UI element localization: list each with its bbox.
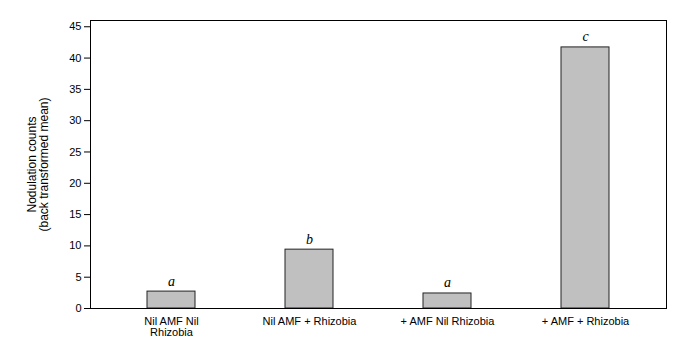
svg-text:Nodulation counts(back transfo: Nodulation counts(back transformed mean)	[25, 97, 51, 231]
svg-text:15: 15	[69, 208, 81, 220]
svg-text:a: a	[444, 275, 451, 290]
svg-text:+ AMF Nil Rhizobia: + AMF Nil Rhizobia	[401, 315, 496, 327]
svg-text:Nil AMF NilRhizobia: Nil AMF NilRhizobia	[144, 315, 198, 338]
svg-text:25: 25	[69, 145, 81, 157]
svg-text:0: 0	[75, 302, 81, 314]
svg-text:45: 45	[69, 20, 81, 32]
svg-text:Nil AMF + Rhizobia: Nil AMF + Rhizobia	[263, 315, 358, 327]
svg-text:10: 10	[69, 239, 81, 251]
svg-text:+ AMF + Rhizobia: + AMF + Rhizobia	[542, 315, 630, 327]
svg-text:b: b	[306, 232, 313, 247]
svg-text:40: 40	[69, 52, 81, 64]
svg-text:35: 35	[69, 83, 81, 95]
svg-text:a: a	[168, 274, 175, 289]
svg-text:20: 20	[69, 177, 81, 189]
svg-text:5: 5	[75, 271, 81, 283]
svg-text:c: c	[582, 29, 589, 44]
svg-text:30: 30	[69, 114, 81, 126]
